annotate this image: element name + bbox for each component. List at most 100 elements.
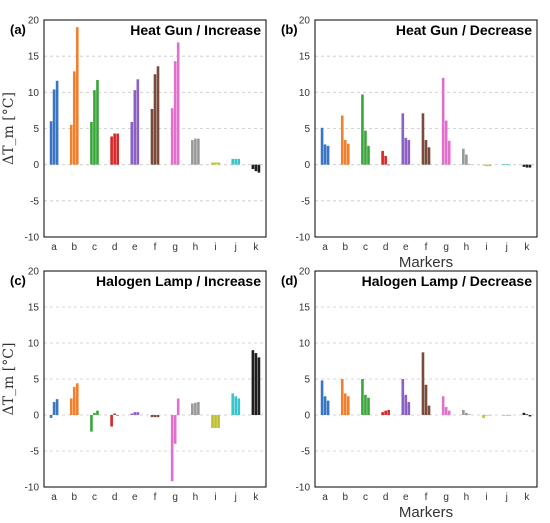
x-tick-label: k (524, 242, 530, 253)
bar (384, 155, 387, 165)
x-tick-label: f (154, 492, 157, 503)
bar (427, 147, 431, 165)
bar (251, 350, 255, 415)
x-tick-label: k (524, 492, 530, 503)
x-tick-label: c (92, 242, 97, 253)
bar (323, 396, 327, 415)
x-tick-label: j (234, 242, 237, 253)
x-tick-label: c (363, 242, 368, 253)
y-tick-label: -10 (25, 483, 40, 494)
bar (326, 400, 330, 415)
bar (367, 397, 370, 415)
bar (522, 164, 526, 167)
y-tick-label: -5 (301, 447, 310, 458)
bar (237, 398, 241, 415)
x-tick-label: a (322, 492, 328, 503)
bar (407, 402, 411, 415)
x-tick-label: j (505, 242, 508, 253)
bar (424, 384, 428, 415)
y-tick-label: 5 (304, 375, 310, 386)
bar (72, 386, 76, 415)
panel-label: (b) (281, 22, 298, 37)
bar (136, 412, 140, 415)
chart-title: Heat Gun / Increase (130, 22, 261, 38)
bar (93, 412, 96, 415)
panel-4: -10 -5 0 5 10 15 20 a b c d e f g h i j k (d) Halogen Lamp … (281, 267, 538, 521)
chart-title: Halogen Lamp / Increase (96, 273, 261, 289)
x-tick-label: f (425, 242, 428, 253)
bar (72, 71, 76, 165)
bar (421, 113, 425, 165)
bar (153, 415, 157, 418)
y-tick-label: 0 (33, 411, 39, 422)
x-tick-label: a (51, 242, 57, 253)
y-tick-label: 0 (304, 411, 310, 422)
bar (346, 143, 350, 165)
y-axis-label: ΔT_m [°C] (1, 92, 17, 165)
y-tick-label: -5 (30, 196, 39, 207)
bar (404, 137, 408, 165)
bar (49, 121, 53, 165)
bar (381, 412, 384, 415)
bar (173, 61, 177, 165)
x-tick-label: b (71, 492, 77, 503)
bar (482, 164, 485, 166)
bar (52, 402, 56, 415)
bar (407, 140, 411, 165)
x-tick-label: d (112, 492, 118, 503)
y-tick-label: 20 (299, 267, 311, 278)
bar (441, 77, 445, 165)
x-tick-label: b (71, 242, 77, 253)
x-tick-label: h (193, 242, 199, 253)
x-tick-label: e (403, 242, 409, 253)
bar (194, 138, 197, 165)
bar (237, 158, 241, 165)
bar (462, 409, 465, 415)
x-tick-label: b (342, 492, 348, 503)
bar (170, 108, 174, 165)
y-tick-label: 10 (299, 88, 311, 99)
y-tick-label: 5 (33, 124, 39, 135)
y-tick-label: 20 (28, 267, 40, 278)
x-tick-label: k (253, 492, 259, 503)
bar (427, 405, 431, 415)
x-tick-label: h (464, 492, 470, 503)
bar (55, 399, 59, 415)
bar (340, 379, 344, 415)
panel-label: (a) (10, 22, 26, 37)
bar (343, 140, 347, 165)
bar (75, 27, 79, 165)
bar (323, 144, 327, 165)
bar (361, 379, 364, 415)
bar (528, 164, 532, 168)
bar (508, 164, 512, 166)
bar (130, 413, 134, 415)
panel-2: -10 -5 0 5 10 15 20 a b c d e f g h i j k (b) Heat Gun / De… (281, 16, 538, 271)
bar (234, 158, 238, 165)
x-tick-label: e (132, 492, 138, 503)
bar (367, 145, 370, 165)
bar (525, 164, 529, 168)
bar (462, 148, 465, 165)
bar (96, 410, 99, 415)
bar (387, 164, 390, 166)
bar (153, 74, 157, 165)
panel-3: -10 -5 0 5 10 15 20 a b c d e f g h i j k (c) Halogen Lamp … (1, 267, 267, 503)
y-tick-label: -10 (25, 233, 40, 244)
bar (384, 410, 387, 415)
plot-frame (314, 19, 538, 238)
x-tick-label: f (154, 242, 157, 253)
bar (381, 150, 384, 165)
y-tick-label: 0 (304, 160, 310, 171)
bar (525, 414, 529, 415)
bar (488, 164, 491, 167)
y-tick-label: 0 (33, 160, 39, 171)
bar (320, 380, 324, 415)
bar (136, 79, 140, 165)
bar (488, 415, 491, 416)
bar (482, 415, 485, 418)
bar (75, 383, 79, 415)
plot-frame (43, 270, 267, 488)
bar (234, 396, 238, 415)
bar (364, 394, 367, 415)
